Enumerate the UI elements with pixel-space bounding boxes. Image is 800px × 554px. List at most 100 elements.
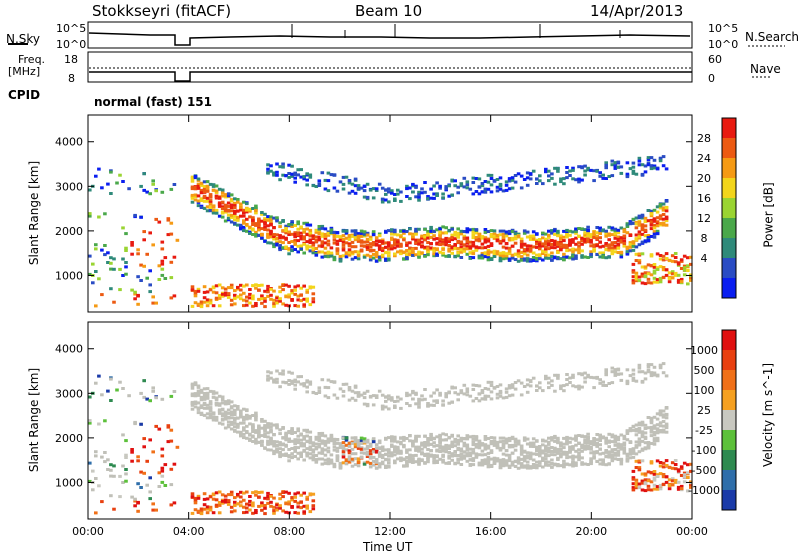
velocity-cell bbox=[459, 439, 464, 443]
velocity-cell bbox=[399, 459, 403, 463]
velocity-cell bbox=[371, 440, 376, 444]
velocity-cell bbox=[163, 484, 168, 487]
power-cell bbox=[405, 184, 409, 188]
velocity-cell bbox=[229, 413, 234, 416]
velocity-cell bbox=[169, 428, 174, 432]
power-cell bbox=[281, 246, 285, 250]
velocity-cell bbox=[266, 491, 270, 495]
velocity-cell bbox=[377, 439, 382, 443]
colorbar-tick-label: 20 bbox=[697, 172, 711, 185]
power-cell bbox=[456, 241, 460, 245]
velocity-cell bbox=[525, 466, 530, 470]
velocity-cell bbox=[371, 394, 376, 398]
velocity-cell bbox=[196, 384, 201, 388]
velocity-cell bbox=[450, 400, 454, 404]
velocity-cell bbox=[229, 420, 234, 424]
power-cell bbox=[501, 251, 506, 255]
velocity-cell bbox=[229, 422, 234, 426]
power-cell bbox=[269, 215, 273, 219]
velocity-cell bbox=[513, 448, 518, 452]
velocity-cell bbox=[489, 380, 494, 384]
velocity-cell bbox=[634, 379, 639, 383]
power-cell bbox=[263, 305, 267, 309]
velocity-cell bbox=[254, 509, 258, 512]
velocity-cell bbox=[426, 457, 430, 461]
velocity-cell bbox=[220, 412, 225, 416]
power-cell bbox=[655, 266, 660, 270]
velocity-cell bbox=[160, 454, 165, 458]
power-cell bbox=[374, 251, 379, 254]
velocity-cell bbox=[441, 446, 445, 450]
power-cell bbox=[607, 246, 611, 250]
power-cell bbox=[205, 199, 210, 203]
velocity-cell bbox=[387, 458, 391, 462]
power-cell bbox=[483, 236, 488, 240]
velocity-cell bbox=[489, 449, 494, 453]
velocity-cell bbox=[236, 407, 240, 411]
velocity-cell bbox=[220, 418, 225, 422]
velocity-panel-frame bbox=[87, 321, 693, 520]
velocity-cell bbox=[519, 457, 524, 461]
velocity-cell bbox=[510, 383, 515, 387]
power-cell bbox=[254, 204, 258, 208]
power-cell bbox=[368, 237, 373, 241]
power-cell bbox=[374, 242, 379, 246]
power-cell bbox=[390, 247, 394, 251]
power-cell bbox=[574, 256, 578, 260]
power-cell bbox=[483, 251, 488, 255]
power-cell bbox=[169, 187, 174, 191]
velocity-cell bbox=[377, 441, 382, 445]
power-cell bbox=[453, 237, 457, 241]
power-cell bbox=[199, 191, 204, 195]
velocity-cell bbox=[296, 457, 300, 461]
velocity-cell bbox=[226, 408, 231, 412]
velocity-cell bbox=[217, 421, 222, 425]
power-cell bbox=[610, 174, 615, 178]
power-cell bbox=[595, 253, 599, 256]
velocity-cell bbox=[504, 441, 509, 445]
power-cell bbox=[226, 292, 231, 296]
velocity-cell bbox=[471, 443, 476, 447]
power-cell bbox=[299, 293, 303, 297]
power-cell bbox=[269, 235, 273, 239]
velocity-cell bbox=[341, 447, 346, 451]
power-cell bbox=[281, 162, 285, 166]
power-cell bbox=[365, 248, 370, 251]
velocity-cell bbox=[571, 464, 575, 468]
power-cell bbox=[160, 273, 165, 277]
velocity-cell bbox=[344, 462, 349, 466]
power-cell bbox=[474, 231, 479, 235]
power-cell bbox=[507, 249, 512, 253]
velocity-cell bbox=[501, 436, 506, 440]
power-cell bbox=[208, 288, 213, 292]
power-cell bbox=[202, 185, 207, 188]
power-cell bbox=[492, 255, 497, 258]
power-cell bbox=[287, 175, 291, 179]
velocity-cell bbox=[229, 400, 234, 404]
velocity-cell bbox=[601, 435, 605, 439]
power-cell bbox=[435, 247, 439, 251]
power-cell bbox=[396, 250, 400, 254]
velocity-cell bbox=[682, 475, 687, 479]
power-cell bbox=[547, 174, 551, 178]
power-cell bbox=[646, 161, 651, 165]
power-cell bbox=[625, 247, 630, 250]
velocity-cell bbox=[269, 376, 273, 380]
power-cell bbox=[260, 294, 264, 298]
velocity-cell bbox=[380, 447, 385, 451]
velocity-cell bbox=[347, 386, 352, 389]
power-cell bbox=[233, 302, 237, 306]
power-cell bbox=[211, 204, 216, 208]
power-cell bbox=[190, 304, 195, 308]
velocity-cell bbox=[637, 466, 642, 470]
velocity-cell bbox=[670, 483, 675, 487]
power-cell bbox=[242, 291, 246, 295]
velocity-cell bbox=[528, 441, 533, 445]
velocity-cell bbox=[652, 437, 657, 441]
velocity-cell bbox=[610, 381, 615, 385]
power-cell bbox=[595, 231, 599, 235]
power-cell bbox=[559, 248, 563, 252]
velocity-cell bbox=[323, 385, 328, 389]
power-cell bbox=[559, 177, 563, 181]
velocity-cell bbox=[368, 449, 373, 453]
